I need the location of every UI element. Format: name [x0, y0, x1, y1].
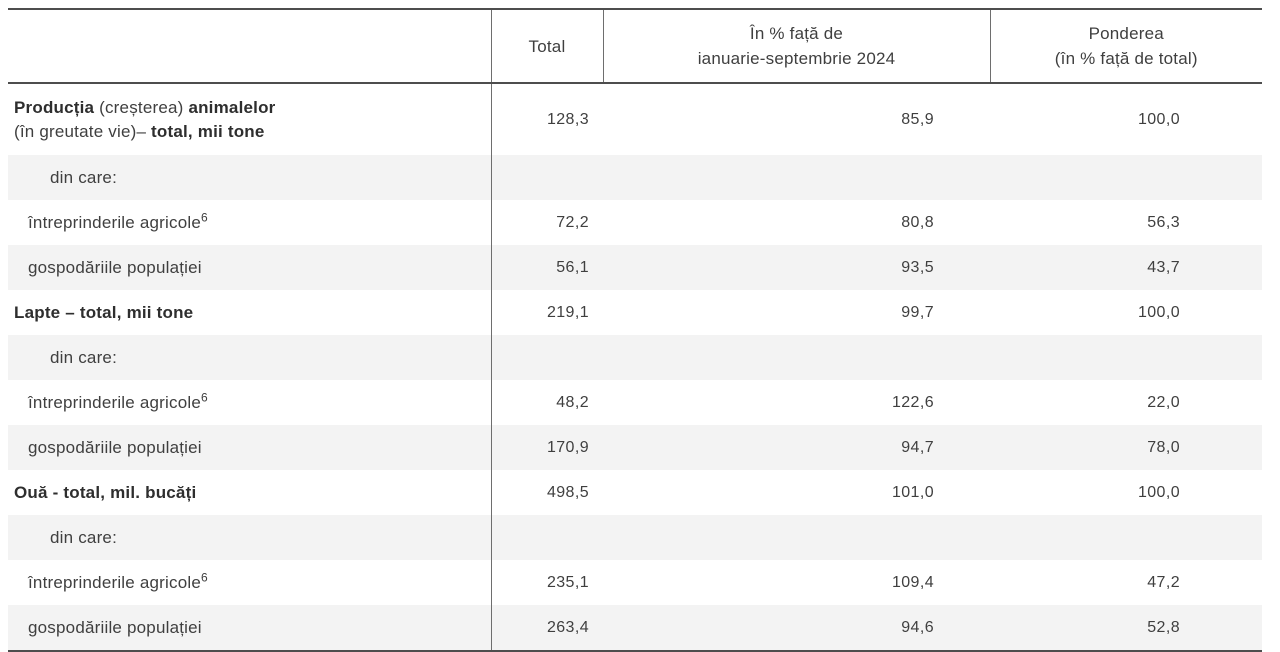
row-label-cell: din care: [8, 515, 491, 560]
row-label-cell: întreprinderile agricole6 [8, 200, 491, 245]
row-label-text: total, mii tone [151, 121, 265, 141]
total-value-cell: 170,9 [490, 425, 603, 470]
row-label-text: gospodăriile populației [28, 257, 202, 277]
header-pct-line2: ianuarie-septembrie 2024 [697, 49, 896, 68]
row-label-cell: Ouă - total, mil. bucăți [8, 470, 491, 515]
share-value-cell [990, 515, 1262, 560]
row-label-text: gospodăriile populației [28, 617, 202, 637]
row-label-text: întreprinderile agricole [28, 572, 201, 592]
header-row: Total În % față de ianuarie-septembrie 2… [8, 9, 1262, 84]
row-label-cell: din care: [8, 155, 491, 200]
share-value-cell: 47,2 [1147, 573, 1180, 591]
total-value-cell [490, 335, 603, 380]
share-value-cell: 100,0 [1137, 303, 1180, 321]
pct-value-cell: 85,9 [901, 110, 934, 128]
share-value-cell: 52,8 [1147, 618, 1180, 636]
table-row: din care: [8, 515, 1262, 560]
header-share-cell: Ponderea (în % față de total) [989, 9, 1262, 84]
row-label-text: din care: [50, 347, 118, 367]
row-label-text: întreprinderile agricole [28, 392, 201, 412]
table-row: gospodăriile populației 263,4 94,6 52,8 [8, 605, 1262, 651]
header-pct-cell: În % față de ianuarie-septembrie 2024 [602, 9, 990, 84]
row-label-text: Lapte – total, mii tone [14, 302, 194, 322]
footnote-marker: 6 [201, 569, 208, 584]
total-value-cell: 498,5 [490, 470, 603, 515]
share-value-cell [990, 335, 1262, 380]
total-value-cell: 72,2 [490, 200, 603, 245]
share-value-cell: 100,0 [1137, 110, 1180, 128]
table-body: Producția (creșterea) animalelor (în greu… [8, 83, 1262, 651]
pct-value-cell [603, 515, 990, 560]
row-label-text: din care: [50, 527, 118, 547]
row-label-text: (creșterea) [94, 97, 189, 117]
pct-value-cell: 101,0 [891, 483, 934, 501]
row-label-cell: Producția (creșterea) animalelor (în greu… [8, 83, 491, 155]
footnote-marker: 6 [201, 209, 208, 224]
pct-value-cell: 80,8 [901, 213, 934, 231]
pct-value-cell: 93,5 [901, 258, 934, 276]
row-label-cell: gospodăriile populației [8, 425, 491, 470]
pct-value-cell [603, 335, 990, 380]
table-row: întreprinderile agricole6 72,2 80,8 56,3 [8, 200, 1262, 245]
table-row: întreprinderile agricole6 235,1 109,4 47,2 [8, 560, 1262, 605]
table-row: din care: [8, 155, 1262, 200]
total-value-cell: 56,1 [490, 245, 603, 290]
total-value-cell: 263,4 [490, 605, 603, 651]
table-row: din care: [8, 335, 1262, 380]
pct-value-cell: 122,6 [891, 393, 934, 411]
pct-value-cell [603, 155, 990, 200]
row-label-cell: gospodăriile populației [8, 245, 491, 290]
pct-value-cell: 94,6 [901, 618, 934, 636]
total-value-cell [490, 155, 603, 200]
share-value-cell: 43,7 [1147, 258, 1180, 276]
footnote-marker: 6 [201, 389, 208, 404]
header-total-label: Total [528, 36, 566, 56]
table-row: gospodăriile populației 56,1 93,5 43,7 [8, 245, 1262, 290]
total-value-cell: 235,1 [490, 560, 603, 605]
row-label-text: Producția [14, 97, 95, 117]
row-label-cell: întreprinderile agricole6 [8, 380, 491, 425]
total-value-cell [490, 515, 603, 560]
share-value-cell: 100,0 [1137, 483, 1180, 501]
header-pct-line1: În % față de [749, 24, 844, 43]
pct-value-cell: 109,4 [891, 573, 934, 591]
pct-value-cell: 99,7 [901, 303, 934, 321]
row-label-cell: Lapte – total, mii tone [8, 290, 491, 335]
share-value-cell [990, 155, 1262, 200]
table-row: Producția (creșterea) animalelor (în greu… [8, 83, 1262, 155]
table-row: gospodăriile populației 170,9 94,7 78,0 [8, 425, 1262, 470]
share-value-cell: 56,3 [1147, 213, 1180, 231]
header-label-cell [8, 9, 491, 84]
share-value-cell: 78,0 [1147, 438, 1180, 456]
row-label-text: întreprinderile agricole [28, 212, 201, 232]
total-value-cell: 48,2 [490, 380, 603, 425]
table-header: Total În % față de ianuarie-septembrie 2… [8, 9, 1262, 84]
row-label-cell: din care: [8, 335, 491, 380]
table-row: Ouă - total, mil. bucăți 498,5 101,0 100,0 [8, 470, 1262, 515]
row-label-text: Ouă - total, mil. bucăți [14, 482, 197, 502]
table-row: Lapte – total, mii tone 219,1 99,7 100,0 [8, 290, 1262, 335]
header-share-line2: (în % față de total) [1054, 49, 1198, 68]
row-label-cell: gospodăriile populației [8, 605, 491, 651]
statistics-table: Total În % față de ianuarie-septembrie 2… [8, 8, 1262, 652]
row-label-text: (în greutate vie)– [14, 121, 152, 141]
share-value-cell: 22,0 [1147, 393, 1180, 411]
pct-value-cell: 94,7 [901, 438, 934, 456]
row-label-cell: întreprinderile agricole6 [8, 560, 491, 605]
total-value-cell: 219,1 [490, 290, 603, 335]
row-label-text: din care: [50, 167, 118, 187]
total-value-cell: 128,3 [490, 83, 603, 155]
table-row: întreprinderile agricole6 48,2 122,6 22,0 [8, 380, 1262, 425]
row-label-text: gospodăriile populației [28, 437, 202, 457]
header-total-cell: Total [490, 9, 603, 84]
header-share-line1: Ponderea [1088, 24, 1164, 43]
row-label-text: animalelor [188, 97, 276, 117]
